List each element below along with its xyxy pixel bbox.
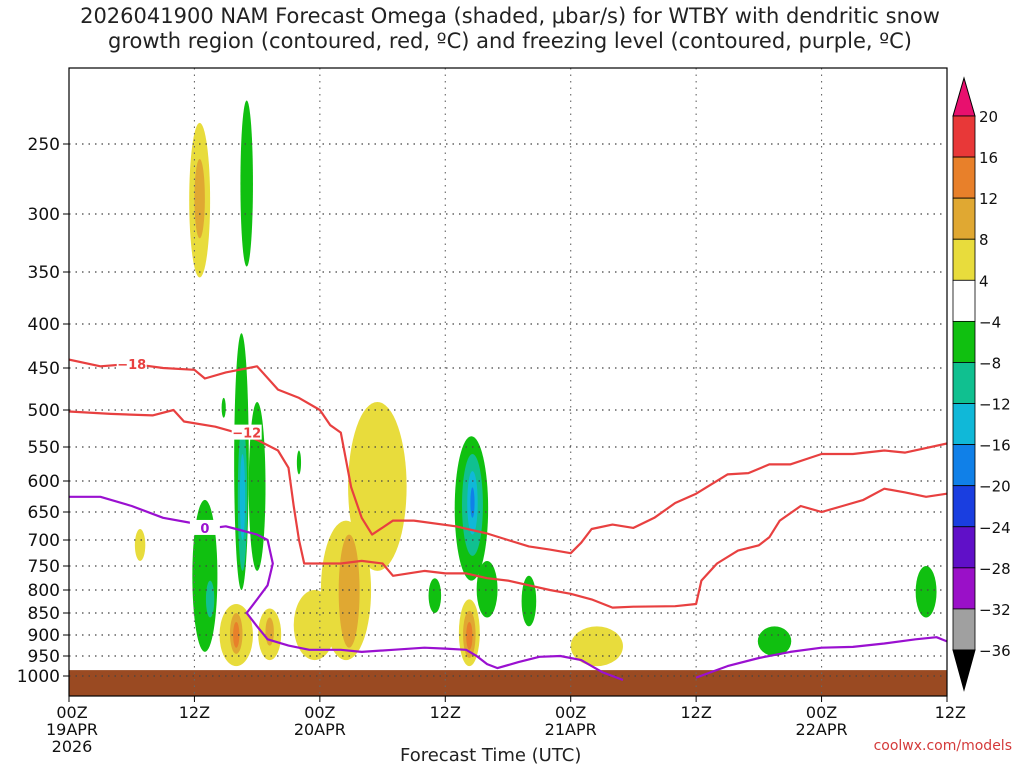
- colorbar-segment-10: [952, 485, 976, 528]
- omega-region-1: [194, 159, 205, 239]
- contour-labels: −18 −12 0: [116, 355, 262, 537]
- colorbar-label-9: −20: [979, 478, 1011, 496]
- colorbar-segment-8: [952, 403, 976, 446]
- colorbar-segment-1: [952, 115, 976, 158]
- y-tick-label-850: 850: [28, 604, 60, 624]
- colorbar-segment-9: [952, 444, 976, 487]
- omega-region-19: [293, 590, 336, 661]
- omega-region-17: [338, 534, 360, 648]
- x-tick-label-24-0: 00Z: [304, 703, 335, 722]
- y-tick-label-950: 950: [28, 647, 60, 667]
- x-tick-label-36-0: 12Z: [430, 703, 461, 722]
- contour-label--18: −18: [117, 358, 146, 373]
- y-tick-label-350: 350: [28, 263, 60, 283]
- colorbar-segment-5: [952, 279, 976, 322]
- omega-region-2: [240, 100, 253, 267]
- x-tick-label-60-0: 12Z: [680, 703, 711, 722]
- x-tick-label-24-1: 20APR: [294, 720, 346, 739]
- y-tick-label-300: 300: [28, 205, 60, 225]
- y-tick-label-550: 550: [28, 438, 60, 458]
- colorbar-label-8: −16: [979, 437, 1011, 455]
- colorbar-label-12: −32: [979, 601, 1011, 619]
- x-tick-label-0-1: 19APR: [46, 720, 98, 739]
- y-tick-label-1000: 1000: [17, 667, 60, 687]
- x-tick-label-12-0: 12Z: [179, 703, 210, 722]
- colorbar-label-7: −12: [979, 396, 1011, 414]
- omega-region-33: [915, 566, 937, 618]
- omega-colorbar: 20 16 12 8 4 −4 −8 −12 −16 −20 −24 −28 −32 −36: [952, 76, 1011, 692]
- x-tick-label-0-2: 2026: [52, 737, 93, 756]
- y-tick-label-800: 800: [28, 581, 60, 601]
- colorbar-bottom-triangle: [952, 649, 976, 692]
- colorbar-label-11: −28: [979, 560, 1011, 578]
- omega-region-24: [470, 487, 475, 518]
- omega-region-27: [521, 575, 537, 627]
- contour--18: [69, 358, 947, 555]
- y-tick-label-600: 600: [28, 472, 60, 492]
- contour-label-bg--12: [231, 424, 262, 440]
- chart-title: 2026041900 NAM Forecast Omega (shaded, μ…: [80, 4, 940, 53]
- colorbar-label-4: 4: [979, 272, 989, 290]
- contour-label--12: −12: [232, 427, 261, 442]
- omega-shading: [134, 100, 937, 667]
- omega-region-32: [757, 626, 792, 657]
- omega-region-26: [428, 578, 442, 613]
- omega-region-5: [239, 454, 246, 540]
- contour-0b: [695, 636, 947, 679]
- y-tick-label-900: 900: [28, 626, 60, 646]
- colorbar-label-3: 8: [979, 231, 989, 249]
- plot-frame: [68, 67, 948, 697]
- y-tick-label-450: 450: [28, 359, 60, 379]
- x-axis-label: Forecast Time (UTC): [400, 745, 582, 766]
- colorbar-segment-2: [952, 156, 976, 199]
- omega-region-13: [233, 621, 240, 648]
- x-tick-label-0-0: 00Z: [56, 703, 87, 722]
- colorbar-label-1: 16: [979, 149, 998, 167]
- colorbar-segment-6: [952, 320, 976, 363]
- source-credit: coolwx.com/models: [873, 738, 1012, 754]
- x-tick-label-48-0: 00Z: [555, 703, 586, 722]
- colorbar-segment-3: [952, 197, 976, 240]
- colorbar-label-0: 20: [979, 108, 998, 126]
- colorbar-segment-11: [952, 526, 976, 569]
- x-tick-label-48-1: 21APR: [545, 720, 597, 739]
- colorbar-top-triangle: [952, 76, 976, 117]
- y-axis-ticks: 2503003504004505005506006507007508008509…: [17, 135, 69, 687]
- colorbar-segment-7: [952, 362, 976, 404]
- colorbar-segment-12: [952, 567, 976, 610]
- colorbar-label-2: 12: [979, 190, 998, 208]
- omega-region-10: [134, 529, 146, 561]
- colorbar-segment-4: [952, 238, 976, 281]
- y-tick-label-700: 700: [28, 531, 60, 551]
- omega-region-6: [248, 401, 266, 571]
- y-tick-label-250: 250: [28, 135, 60, 155]
- x-tick-label-84-0: 12Z: [935, 703, 966, 722]
- y-tick-label-500: 500: [28, 401, 60, 421]
- y-tick-label-400: 400: [28, 315, 60, 335]
- x-tick-label-72-1: 22APR: [796, 720, 848, 739]
- x-tick-label-72-0: 00Z: [806, 703, 837, 722]
- colorbar-segment-13: [952, 608, 976, 651]
- colorbar-label-6: −8: [979, 354, 1001, 372]
- y-tick-label-750: 750: [28, 557, 60, 577]
- y-tick-label-650: 650: [28, 503, 60, 523]
- terrain-ground: [69, 670, 947, 696]
- contour-label-0: 0: [200, 522, 209, 537]
- colorbar-label-10: −24: [979, 519, 1011, 537]
- omega-region-18: [348, 401, 407, 571]
- omega-region-25: [476, 560, 498, 618]
- omega-region-30: [466, 621, 473, 650]
- colorbar-label-13: −36: [979, 642, 1011, 660]
- colorbar-label-5: −4: [979, 313, 1001, 331]
- contour-label-bg--18: [116, 355, 147, 371]
- contour--12: [69, 408, 947, 609]
- ground-fill: [69, 670, 947, 696]
- omega-region-8: [205, 580, 215, 618]
- contour-label-bg-0: [189, 519, 220, 535]
- omega-region-9: [221, 397, 226, 418]
- omega-region-20: [296, 450, 302, 475]
- grid-lines: [69, 68, 947, 696]
